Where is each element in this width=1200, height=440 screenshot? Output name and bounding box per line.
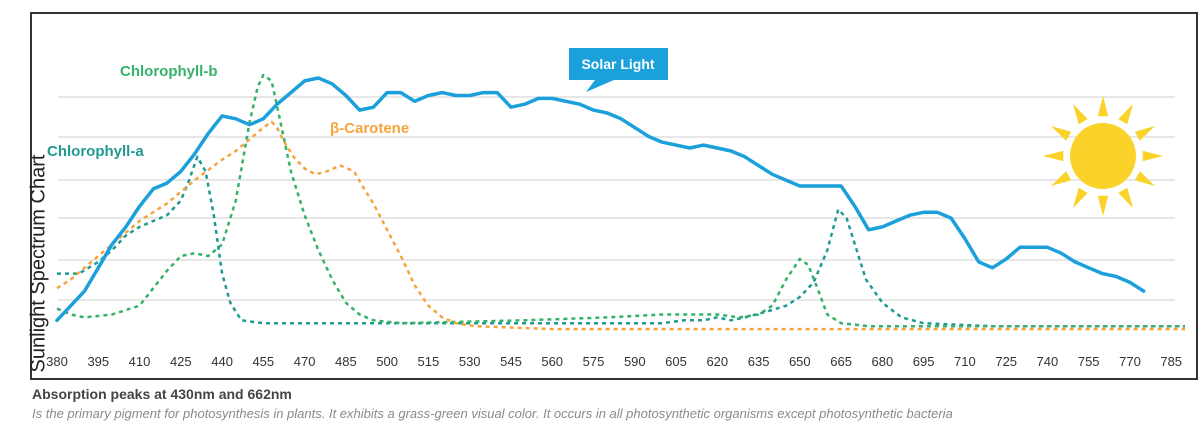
solar-light-callout: Solar Light	[569, 48, 668, 92]
label-chlorophyll-a: Chlorophyll-a	[47, 143, 144, 160]
series-line--carotene	[56, 120, 1185, 331]
x-tick-label: 725	[995, 354, 1017, 369]
x-tick-label: 515	[418, 354, 440, 369]
caption-title: Absorption peaks at 430nm and 662nm	[32, 386, 292, 402]
x-tick-label: 695	[913, 354, 935, 369]
sun-icon	[1043, 96, 1163, 216]
x-tick-label: 545	[500, 354, 522, 369]
x-tick-label: 500	[376, 354, 398, 369]
x-tick-label: 410	[129, 354, 151, 369]
x-tick-label: 485	[335, 354, 357, 369]
label-chlorophyll-b: Chlorophyll-b	[120, 63, 218, 80]
label--carotene: β-Carotene	[330, 120, 409, 137]
callout-label: Solar Light	[581, 56, 654, 72]
caption-body: Is the primary pigment for photosynthesi…	[32, 406, 953, 421]
x-tick-label: 620	[706, 354, 728, 369]
x-tick-label: 530	[459, 354, 481, 369]
x-tick-label: 680	[872, 354, 894, 369]
x-tick-label: 665	[830, 354, 852, 369]
x-tick-label: 635	[748, 354, 770, 369]
x-tick-label: 770	[1119, 354, 1141, 369]
x-tick-label: 605	[665, 354, 687, 369]
x-tick-label: 560	[541, 354, 563, 369]
x-tick-label: 455	[252, 354, 274, 369]
x-tick-label: 785	[1160, 354, 1182, 369]
x-tick-label: 740	[1037, 354, 1059, 369]
x-tick-label: 470	[294, 354, 316, 369]
x-tick-label: 590	[624, 354, 646, 369]
x-tick-label: 395	[87, 354, 109, 369]
x-tick-label: 710	[954, 354, 976, 369]
x-tick-label: 440	[211, 354, 233, 369]
callout-bubble	[569, 48, 668, 92]
series-line-solar-light	[55, 76, 1146, 323]
x-tick-label: 575	[583, 354, 605, 369]
x-tick-label: 755	[1078, 354, 1100, 369]
series-line-chlorophyll-a	[57, 155, 1185, 328]
x-tick-label: 650	[789, 354, 811, 369]
x-tick-label: 425	[170, 354, 192, 369]
x-tick-label: 380	[46, 354, 68, 369]
chart-frame: Sunlight Spectrum Chart	[28, 12, 1198, 380]
